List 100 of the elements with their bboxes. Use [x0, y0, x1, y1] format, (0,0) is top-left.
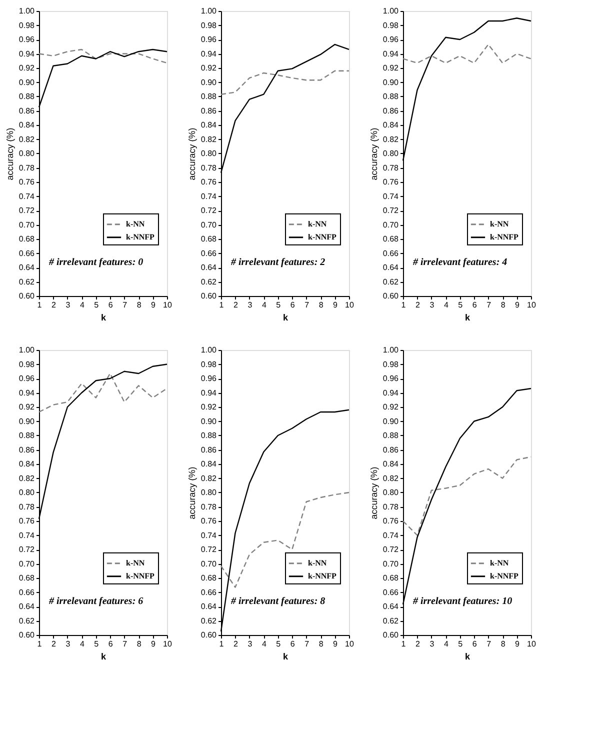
y-tick-label: 0.66 [382, 248, 400, 258]
y-tick-label: 0.94 [18, 388, 36, 398]
x-tick-label: 4 [444, 640, 449, 648]
x-tick-label: 7 [486, 300, 492, 310]
y-tick-label: 0.96 [200, 374, 218, 383]
y-tick-label: 0.94 [382, 388, 400, 398]
y-tick-label: 0.60 [382, 292, 400, 300]
y-tick-label: 0.82 [382, 474, 400, 483]
y-axis-title: accuracy (%) [368, 128, 379, 180]
x-axis-title: k [282, 652, 289, 662]
y-tick-label: 0.96 [18, 35, 36, 44]
y-tick-label: 0.90 [382, 416, 400, 426]
y-tick-label: 0.94 [382, 49, 400, 58]
x-tick-label: 8 [500, 300, 506, 310]
x-tick-label: 1 [37, 640, 42, 648]
y-tick-label: 0.74 [200, 530, 218, 540]
x-tick-label: 4 [262, 300, 267, 310]
x-tick-label: 7 [304, 640, 310, 648]
y-tick-label: 0.82 [382, 134, 400, 144]
x-tick-label: 10 [527, 300, 536, 310]
annotation: # irrelevant features: 4 [412, 256, 508, 268]
x-tick-label: 7 [122, 640, 128, 648]
y-tick-label: 0.72 [200, 206, 218, 215]
y-tick-label: 0.68 [200, 234, 218, 244]
y-tick-label: 0.70 [200, 559, 218, 568]
y-tick-label: 0.96 [382, 374, 400, 383]
x-tick-label: 1 [219, 300, 224, 310]
y-axis-title: accuracy (%) [368, 466, 379, 520]
legend-label: k-NN [308, 558, 327, 568]
x-tick-label: 2 [415, 640, 420, 648]
y-tick-label: 0.66 [18, 588, 36, 597]
y-tick-label: 0.76 [382, 516, 400, 526]
legend-label: k-NN [490, 558, 509, 568]
y-tick-label: 0.68 [18, 574, 36, 582]
x-tick-label: 1 [219, 640, 224, 648]
y-tick-label: 0.78 [200, 163, 218, 172]
x-tick-label: 10 [345, 300, 354, 310]
y-tick-label: 0.70 [382, 220, 400, 230]
x-tick-label: 3 [66, 300, 71, 310]
y-tick-label: 0.64 [382, 602, 400, 611]
y-tick-label: 0.60 [200, 630, 218, 640]
y-tick-label: 0.90 [382, 78, 400, 87]
y-tick-label: 0.92 [200, 402, 218, 412]
y-tick-label: 1.00 [18, 6, 36, 16]
x-tick-label: 4 [80, 640, 85, 648]
y-tick-label: 0.72 [18, 206, 36, 215]
x-tick-label: 10 [527, 640, 536, 648]
x-tick-label: 4 [80, 300, 85, 310]
y-tick-label: 0.80 [200, 149, 218, 158]
y-tick-label: 0.82 [200, 134, 218, 144]
y-tick-label: 0.74 [18, 192, 36, 201]
y-tick-label: 0.76 [382, 178, 400, 186]
x-tick-label: 2 [415, 300, 420, 310]
y-tick-label: 0.72 [18, 545, 36, 554]
y-tick-label: 0.76 [200, 178, 218, 186]
y-tick-label: 0.70 [200, 220, 218, 230]
y-tick-label: 0.78 [382, 163, 400, 172]
y-tick-label: 0.60 [200, 292, 218, 300]
legend-label: k-NNFP [126, 571, 155, 580]
y-tick-label: 1.00 [382, 346, 400, 354]
y-tick-label: 0.94 [200, 388, 218, 398]
y-axis-title: accuracy (%) [4, 128, 15, 180]
x-tick-label: 5 [276, 640, 282, 648]
y-tick-label: 0.98 [18, 20, 36, 30]
line-series [220, 70, 350, 95]
y-tick-label: 1.00 [200, 6, 218, 16]
y-tick-label: 0.62 [18, 277, 36, 286]
x-axis-title: k [282, 312, 289, 322]
y-tick-label: 0.92 [382, 402, 400, 412]
y-tick-label: 0.76 [18, 178, 36, 186]
y-tick-label: 0.90 [18, 416, 36, 426]
y-tick-label: 0.80 [200, 488, 218, 497]
y-tick-label: 0.74 [200, 192, 218, 201]
y-tick-label: 0.84 [382, 460, 400, 468]
y-tick-label: 0.64 [18, 263, 36, 272]
x-tick-label: 9 [333, 640, 338, 648]
y-tick-label: 0.70 [18, 559, 36, 568]
x-tick-label: 8 [500, 640, 506, 648]
y-tick-label: 0.74 [18, 530, 36, 540]
y-tick-label: 0.86 [18, 445, 36, 454]
y-tick-label: 0.62 [382, 277, 400, 286]
y-tick-label: 0.98 [382, 20, 400, 30]
y-tick-label: 0.72 [200, 545, 218, 554]
x-tick-label: 9 [151, 640, 156, 648]
y-tick-label: 0.92 [382, 64, 400, 72]
y-tick-label: 0.64 [18, 602, 36, 611]
y-tick-label: 0.80 [382, 149, 400, 158]
y-tick-label: 0.68 [18, 234, 36, 244]
x-tick-label: 7 [122, 300, 128, 310]
annotation: # irrelevant features: 2 [230, 256, 326, 268]
y-tick-label: 0.66 [200, 248, 218, 258]
legend-label: k-NNFP [126, 232, 155, 242]
x-tick-label: 8 [318, 640, 324, 648]
y-tick-label: 0.84 [18, 460, 36, 468]
x-tick-label: 5 [276, 300, 282, 310]
y-tick-label: 0.68 [382, 574, 400, 582]
y-tick-label: 0.70 [382, 559, 400, 568]
y-tick-label: 0.66 [200, 588, 218, 597]
y-tick-label: 0.96 [382, 35, 400, 44]
line-series [38, 372, 168, 413]
